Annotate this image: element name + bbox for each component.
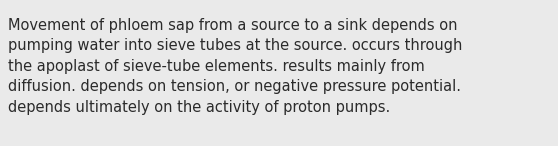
Text: Movement of phloem sap from a source to a sink depends on
pumping water into sie: Movement of phloem sap from a source to … [8,18,463,115]
